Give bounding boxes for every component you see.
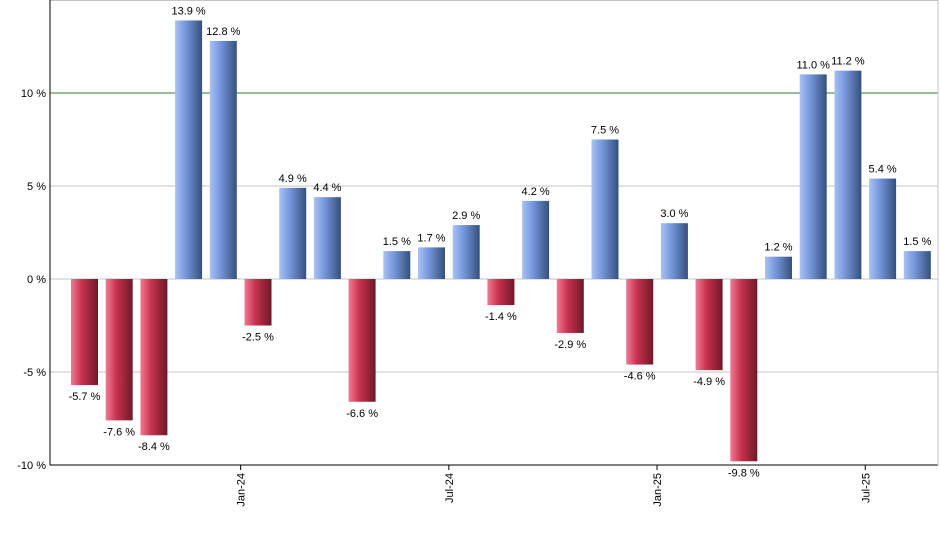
x-tick-label: Jan-24 <box>236 473 248 507</box>
data-labels: -5.7 % -7.6 %-8.4 % 13.9 %12.8 % -2.5 % 4.9 … <box>69 5 932 479</box>
bar <box>244 279 272 326</box>
bar <box>591 139 619 279</box>
bar <box>279 187 307 279</box>
data-label: 1.5 % <box>383 236 411 248</box>
bar <box>71 279 98 386</box>
data-label: 5.4 % <box>869 164 897 176</box>
bar <box>556 279 584 333</box>
y-tick-label: -10 % <box>17 460 46 472</box>
bar <box>765 256 792 279</box>
bar <box>452 225 480 279</box>
x-tick-label: Jan-25 <box>652 473 664 507</box>
data-label: -9.8 % <box>728 467 760 479</box>
data-label: 3.0 % <box>660 208 688 220</box>
bar <box>660 223 688 279</box>
bar <box>140 279 168 436</box>
tick-labels: -10 % -5 % 0 % 5 % 10 % Jan-24 Jul-24 Jan-25 Jul… <box>17 88 872 507</box>
data-label: 11.0 % <box>796 59 830 71</box>
data-label: -7.6 % <box>103 426 135 438</box>
data-label: 13.9 % <box>171 5 205 17</box>
x-tick-label: Jul-25 <box>860 473 872 503</box>
y-tick-label: 10 % <box>21 88 46 100</box>
data-label: 11.2 % <box>831 56 865 68</box>
data-label: -5.7 % <box>69 391 101 403</box>
y-tick-label: 0 % <box>27 274 46 286</box>
bar <box>418 247 445 279</box>
data-label: -2.5 % <box>242 332 274 344</box>
bar <box>383 251 411 279</box>
bar <box>730 279 758 462</box>
data-label: -2.9 % <box>554 339 586 351</box>
y-tick-label: -5 % <box>23 367 46 379</box>
data-label: 7.5 % <box>591 125 619 137</box>
bar <box>695 279 723 371</box>
bar <box>834 70 862 280</box>
bars <box>71 20 931 462</box>
bar <box>799 74 827 280</box>
bar <box>522 200 550 279</box>
data-label: -1.4 % <box>485 311 517 323</box>
x-tick-label: Jul-24 <box>444 473 456 503</box>
bar <box>313 197 341 279</box>
axes <box>49 0 939 470</box>
data-label: 2.9 % <box>452 210 480 222</box>
bar <box>626 279 654 365</box>
bar <box>105 279 133 421</box>
data-label: -4.9 % <box>693 376 725 388</box>
data-label: 4.4 % <box>313 182 341 194</box>
data-label: -4.6 % <box>624 371 656 383</box>
bar <box>903 251 931 279</box>
data-label: -8.4 % <box>138 441 170 453</box>
data-label: 1.7 % <box>417 232 445 244</box>
data-label: 4.9 % <box>279 173 307 185</box>
bar <box>487 279 515 306</box>
bar <box>869 178 897 279</box>
bar <box>209 40 237 279</box>
data-label: -6.6 % <box>346 408 378 420</box>
bar <box>348 279 376 402</box>
y-tick-label: 5 % <box>27 181 46 193</box>
data-label: 1.2 % <box>764 242 792 254</box>
bar <box>175 20 203 280</box>
data-label: 12.8 % <box>206 26 240 38</box>
data-label: 4.2 % <box>522 186 550 198</box>
data-label: 1.5 % <box>903 236 931 248</box>
